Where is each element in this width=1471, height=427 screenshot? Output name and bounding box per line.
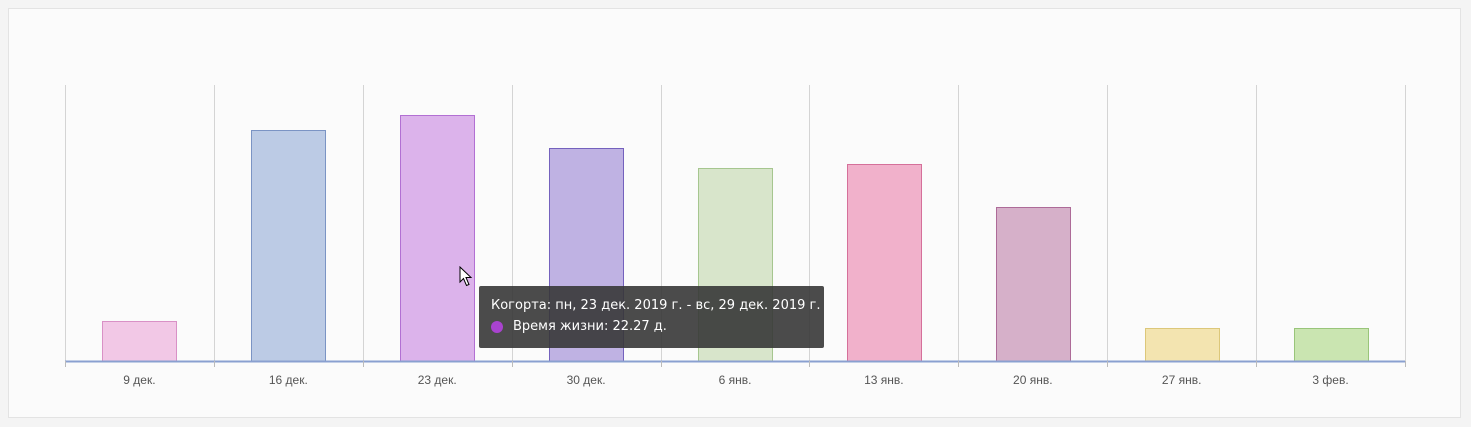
tooltip-cohort-row: Когорта: пн, 23 дек. 2019 г. - вс, 29 де…: [491, 295, 820, 316]
x-tick-label: 30 дек.: [567, 373, 606, 387]
mouse-pointer-icon: [459, 266, 473, 287]
x-tick-label: 13 янв.: [864, 373, 904, 387]
bar[interactable]: [1145, 328, 1220, 362]
bar[interactable]: [102, 321, 177, 362]
x-tick-label: 3 фев.: [1312, 373, 1348, 387]
tooltip-value-row: Время жизни: 22.27 д.: [491, 316, 812, 337]
bar[interactable]: [996, 207, 1071, 362]
x-axis: [65, 360, 1406, 367]
x-tick-label: 23 дек.: [418, 373, 457, 387]
x-tick-label: 20 янв.: [1013, 373, 1053, 387]
bar[interactable]: [251, 130, 326, 362]
tooltip-value: Время жизни: 22.27 д.: [513, 319, 667, 334]
tooltip-cohort: Когорта: пн, 23 дек. 2019 г. - вс, 29 де…: [491, 298, 821, 313]
x-tick-label: 6 янв.: [719, 373, 752, 387]
tooltip: Когорта: пн, 23 дек. 2019 г. - вс, 29 де…: [479, 286, 824, 348]
bar[interactable]: [847, 164, 922, 362]
x-tick-labels: 9 дек. 16 дек. 23 дек. 30 дек. 6 янв. 13 янв.…: [123, 373, 1348, 387]
x-tick-label: 27 янв.: [1162, 373, 1202, 387]
bar[interactable]: [400, 115, 475, 362]
series-dot-icon: [491, 320, 503, 333]
x-tick-label: 9 дек.: [123, 373, 155, 387]
bar[interactable]: [1294, 328, 1369, 362]
x-tick-label: 16 дек.: [269, 373, 308, 387]
